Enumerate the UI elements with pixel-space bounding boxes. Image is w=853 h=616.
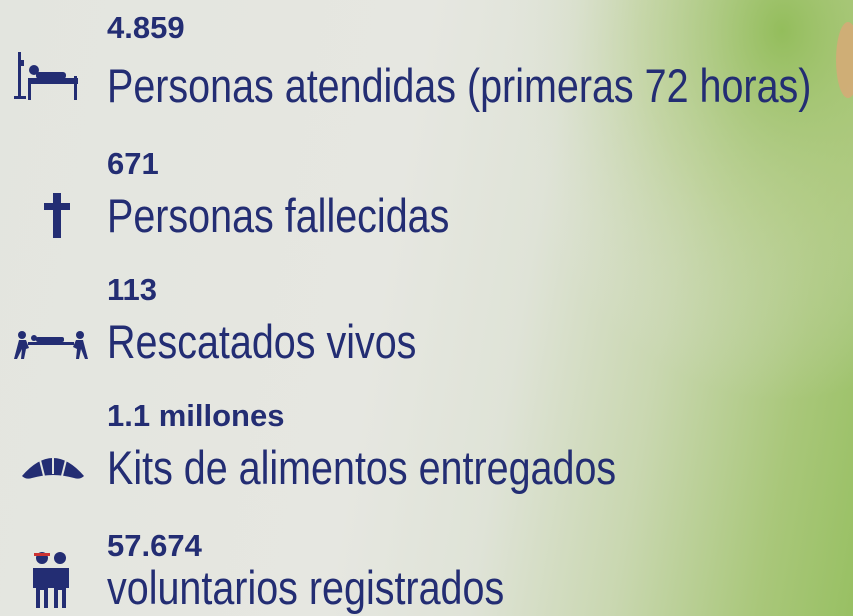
item-value: 4.859 [107,10,185,45]
item-label: Kits de alimentos entregados [107,441,617,494]
item-label: Personas atendidas (primeras 72 horas) [107,59,812,112]
item-value: 671 [107,146,159,181]
item-label: voluntarios registrados [107,561,505,614]
icon-cross [44,193,70,238]
item-value: 1.1 millones [107,398,285,433]
icon-food-kit [22,455,84,479]
icon-volunteers [33,552,69,608]
item-value: 57.674 [107,528,202,563]
icon-patient [14,52,78,100]
item-label: Personas fallecidas [107,189,450,242]
item-value: 113 [107,272,158,307]
icon-rescue [14,331,88,359]
item-label: Rescatados vivos [107,315,417,368]
